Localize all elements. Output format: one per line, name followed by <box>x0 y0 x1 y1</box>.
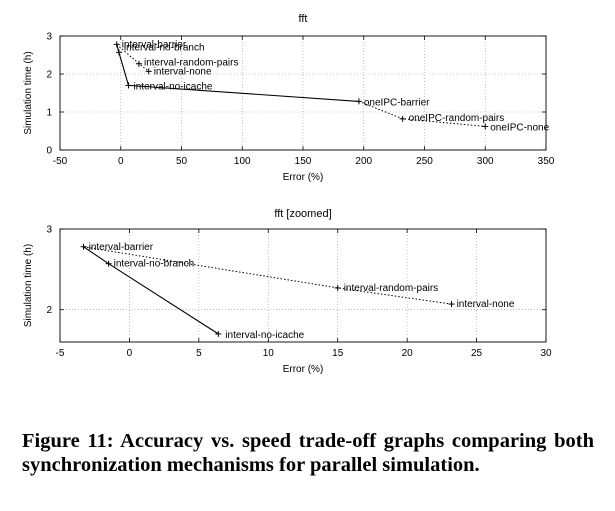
x-tick-label: -5 <box>56 348 65 359</box>
data-point <box>113 41 120 48</box>
chart-title: fft <box>299 13 308 25</box>
y-tick-label: 1 <box>46 108 52 119</box>
data-point <box>448 301 455 308</box>
x-tick-label: 5 <box>196 348 202 359</box>
y-tick-label: 3 <box>46 225 52 236</box>
data-point <box>105 260 112 267</box>
x-tick-label: -50 <box>53 156 68 167</box>
x-tick-label: 150 <box>295 156 312 167</box>
x-tick-label: 25 <box>471 348 483 359</box>
data-point <box>215 330 222 337</box>
data-label: oneIPC-random-pairs <box>409 113 505 124</box>
y-axis-label: Simulation time (h) <box>23 244 34 327</box>
x-tick-label: 20 <box>402 348 414 359</box>
data-label: interval-barrier <box>122 39 187 50</box>
y-tick-label: 2 <box>46 305 52 316</box>
data-label: interval-no-icache <box>225 330 304 341</box>
y-tick-label: 2 <box>46 70 52 81</box>
data-point <box>334 284 341 291</box>
series-line-3 <box>358 100 486 127</box>
y-tick-label: 3 <box>46 32 52 43</box>
x-tick-label: 15 <box>332 348 344 359</box>
data-point <box>482 123 489 130</box>
x-tick-label: 0 <box>118 156 124 167</box>
data-point <box>399 115 406 122</box>
data-label: interval-no-branch <box>114 259 195 270</box>
x-axis-label: Error (%) <box>283 172 324 183</box>
y-axis-label: Simulation time (h) <box>23 51 34 134</box>
plot-frame <box>59 35 547 151</box>
data-point <box>355 98 362 105</box>
data-label: interval-no-branch <box>124 42 205 53</box>
x-tick-label: 100 <box>234 156 251 167</box>
data-point <box>115 49 122 56</box>
data-label: interval-no-icache <box>134 81 213 92</box>
figure: fft -50 0 50 100 150 200 250 300 350 0 1 2 3 Error (%)… <box>23 13 555 375</box>
plot-frame <box>59 228 547 343</box>
data-label: oneIPC-none <box>490 122 549 133</box>
data-label: interval-barrier <box>89 242 154 253</box>
data-label: interval-none <box>457 299 515 310</box>
series-line-1 <box>116 44 359 102</box>
data-point <box>80 243 87 250</box>
x-tick-label: 30 <box>540 348 552 359</box>
data-point <box>125 82 132 89</box>
chart-2: fft [zoomed] -5 0 5 10 15 20 25 30 2 3 Error (%) Sim… <box>23 208 552 375</box>
x-tick-label: 200 <box>355 156 372 167</box>
x-tick-label: 0 <box>127 348 133 359</box>
data-label: oneIPC-barrier <box>364 97 430 108</box>
data-label: interval-random-pairs <box>344 283 438 294</box>
x-tick-label: 250 <box>416 156 433 167</box>
chart-title: fft [zoomed] <box>274 208 331 220</box>
x-tick-label: 50 <box>176 156 188 167</box>
x-tick-label: 350 <box>538 156 555 167</box>
x-tick-label: 300 <box>477 156 494 167</box>
data-point <box>145 68 152 75</box>
data-label: interval-none <box>154 66 212 77</box>
figure-caption: Figure 11: Accuracy vs. speed trade-off … <box>22 429 594 476</box>
data-point <box>135 60 142 67</box>
y-tick-label: 0 <box>46 146 52 157</box>
x-axis-label: Error (%) <box>283 364 324 375</box>
series-line-2 <box>83 246 452 305</box>
x-tick-label: 10 <box>263 348 275 359</box>
data-label: interval-random-pairs <box>144 58 238 69</box>
